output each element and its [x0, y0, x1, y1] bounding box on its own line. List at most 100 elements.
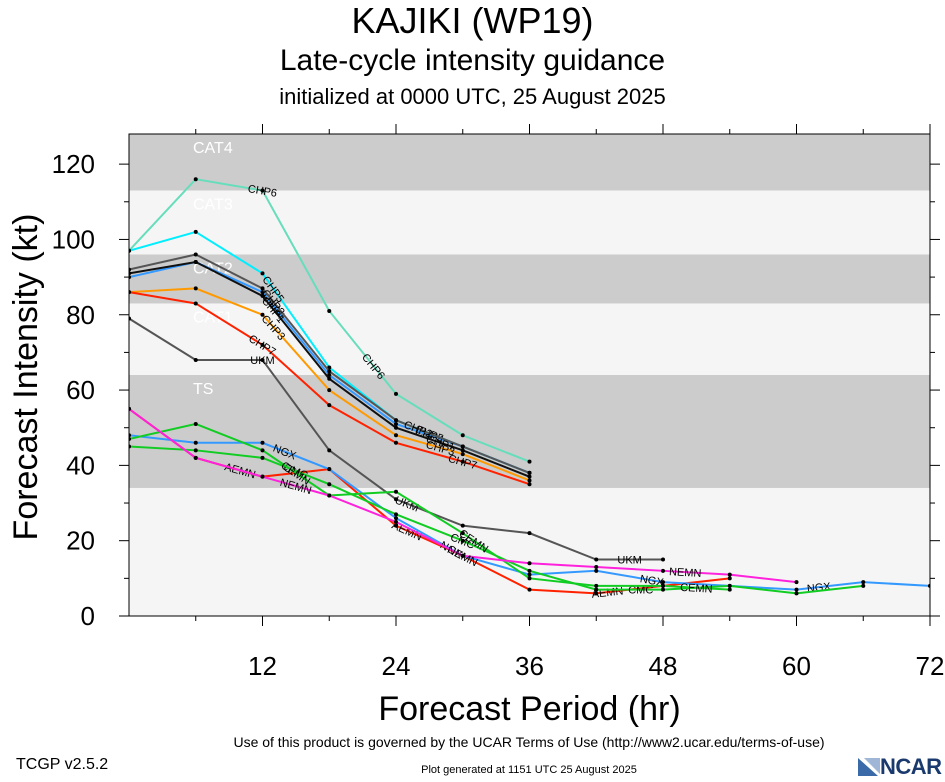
series-point-cmc [794, 591, 799, 596]
series-point-nemn [260, 474, 265, 479]
series-point-chp1 [193, 260, 198, 265]
series-point-cmc [394, 512, 398, 517]
series-point-chp1 [460, 448, 465, 453]
series-point-chp7 [394, 440, 398, 445]
y-tick-label: 120 [52, 149, 95, 179]
series-point-cmc [527, 568, 532, 573]
series-point-aemn [594, 591, 599, 596]
series-point-ngx [661, 580, 665, 585]
series-point-chp5 [129, 248, 131, 253]
series-point-cmc [460, 538, 465, 543]
series-point-chp2 [527, 470, 532, 475]
series-point-cmc [260, 455, 265, 460]
series-point-ukm [193, 357, 198, 362]
series-point-nemn [794, 580, 799, 585]
y-tick-label: 20 [66, 526, 95, 556]
y-tick-label: 60 [66, 375, 95, 405]
series-point-chp1 [327, 376, 332, 381]
series-point-chp6 [527, 459, 532, 464]
x-tick-label: 12 [248, 651, 277, 681]
series-point-nemn [661, 568, 665, 573]
series-point-nemn [193, 455, 198, 460]
series-label-cmc: CMC [628, 585, 653, 597]
series-point-ukm [661, 557, 665, 562]
series-label-cemn: CEMN [680, 582, 713, 596]
band-label-cat4: CAT4 [193, 140, 233, 157]
series-point-cmc [861, 583, 866, 588]
ncar-logo: NCAR [858, 752, 945, 780]
series-point-cmc [327, 482, 332, 487]
series-label-ukm: UKM [617, 555, 641, 567]
y-tick-label: 100 [52, 224, 95, 254]
ncar-logo-icon [858, 758, 880, 776]
series-point-cmc [193, 448, 198, 453]
series-point-nemn [460, 553, 465, 558]
x-tick-label: 48 [649, 651, 678, 681]
series-point-chp3 [327, 388, 332, 393]
series-point-ukm [394, 497, 398, 502]
series-point-cemn [193, 421, 198, 426]
series-point-chp2 [193, 252, 198, 257]
series-point-chp7 [460, 459, 465, 464]
series-point-chp2 [460, 444, 465, 449]
series-point-chp6 [394, 391, 398, 396]
series-point-chp3 [193, 286, 198, 291]
series-point-ngx [928, 583, 930, 588]
init-time: initialized at 0000 UTC, 25 August 2025 [279, 84, 666, 109]
series-point-cemn [727, 587, 732, 592]
series-point-cemn [661, 583, 665, 588]
series-point-chp1 [527, 474, 532, 479]
series-point-ngx [794, 587, 799, 592]
series-point-chp2 [260, 286, 265, 291]
series-point-ngx [394, 516, 398, 521]
series-point-nemn [594, 565, 599, 570]
series-point-ngx [861, 580, 866, 585]
series-point-chp4 [129, 275, 131, 280]
y-tick-label: 40 [66, 450, 95, 480]
series-point-chp1 [394, 425, 398, 430]
series-point-chp7 [129, 290, 131, 295]
band-label-ts: TS [193, 381, 213, 398]
series-point-ngx [193, 440, 198, 445]
series-point-chp6 [193, 177, 198, 182]
series-point-cemn [527, 576, 532, 581]
series-point-aemn [394, 523, 398, 528]
series-label-nemn: NEMN [669, 566, 702, 580]
series-layer: CHP6CHP6CHP5CHP5CHP4CHP4CHP2CHP2CHP1CHP1… [129, 177, 930, 601]
series-point-chp7 [193, 301, 198, 306]
series-point-ngx [527, 572, 532, 577]
series-point-aemn [727, 576, 732, 581]
series-point-chp1 [129, 271, 131, 276]
terms-of-use: Use of this product is governed by the U… [233, 734, 825, 750]
series-point-nemn [129, 406, 131, 411]
series-point-chp7 [260, 342, 265, 347]
series-point-nemn [527, 561, 532, 566]
version-label: TCGP v2.5.2 [16, 756, 109, 773]
y-axis-title: Forecast Intensity (kt) [7, 214, 45, 541]
series-point-ukm [129, 316, 131, 321]
series-point-chp7 [527, 482, 532, 487]
series-point-nemn [327, 493, 332, 498]
series-point-ngx [129, 433, 131, 438]
series-point-cmc [129, 444, 131, 449]
series-point-cemn [594, 583, 599, 588]
series-point-ukm [260, 357, 265, 362]
series-point-ukm [327, 448, 332, 453]
series-point-chp5 [260, 271, 265, 276]
series-point-cemn [460, 531, 465, 536]
series-point-ngx [327, 467, 332, 472]
series-point-cmc [727, 583, 732, 588]
series-point-chp3 [394, 433, 398, 438]
series-point-chp6 [460, 433, 465, 438]
series-point-chp2 [129, 267, 131, 272]
series-point-nemn [727, 572, 732, 577]
series-label-ukm: UKM [250, 355, 274, 367]
x-tick-label: 36 [515, 651, 544, 681]
x-tick-label: 72 [916, 651, 945, 681]
series-point-aemn [527, 587, 532, 592]
band-cat3 [129, 190, 930, 255]
series-point-chp5 [193, 229, 198, 234]
series-point-chp2 [327, 369, 332, 374]
series-point-chp7 [327, 403, 332, 408]
y-tick-label: 80 [66, 300, 95, 330]
